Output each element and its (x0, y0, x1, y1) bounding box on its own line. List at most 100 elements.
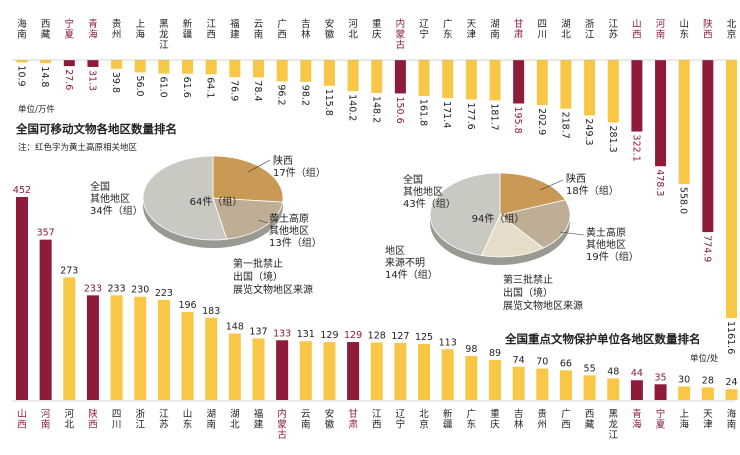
bottom-value-label: 233 (84, 283, 102, 294)
pie2-label-shaanxi: 陕西 (566, 172, 586, 185)
bottom-category-label: 西藏 (585, 409, 595, 431)
top-category-label-char: 龙 (159, 29, 169, 41)
top-category-label-char: 湖 (490, 19, 500, 30)
pie2-label-loess: 其他地区 (586, 238, 626, 251)
pie1-caption: 第一批禁止 (233, 257, 283, 270)
top-bar (16, 60, 28, 63)
top-category-label: 广东 (443, 18, 453, 41)
bottom-value-label: 273 (60, 265, 78, 276)
pie2-leader (559, 231, 585, 236)
bottom-value-label: 183 (202, 306, 220, 317)
top-category-label-char: 黑 (159, 19, 169, 30)
pie1-pie-slice (212, 155, 284, 203)
top-bar (584, 60, 596, 116)
top-bar (253, 60, 264, 78)
bottom-category-label-char: 云 (301, 409, 311, 420)
top-value-label: 478.3 (654, 169, 665, 196)
top-category-label-char: 湖 (561, 19, 571, 30)
top-bar (489, 60, 501, 101)
pie2-label-other: 其他地区 (403, 185, 443, 198)
bottom-value-label: 98 (465, 344, 477, 355)
top-value-label: 218.7 (559, 112, 570, 139)
top-category-label: 湖南 (490, 19, 500, 41)
pie2-pie-slice (499, 199, 571, 249)
bottom-category-label-char: 福 (254, 408, 264, 420)
top-category-label-char: 福 (230, 18, 240, 30)
bottom-category-label-char: 上 (679, 409, 689, 420)
top-category-label-char: 河 (656, 18, 666, 30)
bottom-category-label-char: 林 (514, 419, 524, 431)
top-category-label: 吉林 (301, 19, 311, 41)
bottom-category-label: 湖北 (230, 409, 240, 431)
bottom-value-label: 357 (37, 228, 55, 239)
bottom-value-label: 48 (607, 366, 619, 377)
bottom-bar (418, 343, 431, 400)
top-category-label: 海南 (17, 18, 27, 41)
bottom-category-label-char: 辽 (396, 408, 406, 420)
top-category-label-char: 庆 (372, 29, 382, 41)
pie2-label-loess: 黄土高原 (586, 226, 626, 239)
top-category-label: 青海 (88, 18, 98, 41)
bottom-bar (181, 311, 194, 400)
top-category-label: 山西 (632, 19, 642, 41)
top-value-label: 1161.6 (725, 321, 736, 354)
pie1-label-other: 全国 (90, 180, 110, 193)
bottom-category-label-char: 津 (703, 420, 713, 431)
bottom-value-label: 74 (513, 355, 525, 366)
bottom-value-label: 55 (584, 363, 596, 374)
bottom-category-label-char: 西 (88, 420, 98, 431)
bottom-category-label-char: 南 (727, 419, 737, 431)
top-category-label-char: 四 (538, 19, 548, 30)
top-category-label-char: 津 (467, 30, 477, 41)
top-category-label-char: 藏 (41, 29, 51, 41)
pie1-label-other: 其他地区 (90, 192, 130, 205)
top-category-label-char: 吉 (301, 19, 311, 30)
bottom-value-label: 24 (725, 377, 737, 388)
bottom-category-label-char: 夏 (656, 420, 666, 431)
top-value-label: 115.8 (323, 89, 334, 116)
top-category-label-char: 海 (17, 18, 27, 30)
bottom-bar (394, 342, 407, 400)
top-value-label: 140.2 (347, 94, 358, 121)
bottom-category-label-char: 吉 (514, 409, 524, 420)
pie2-label-other: 43件（组） (403, 197, 456, 210)
bottom-category-label-char: 海 (727, 408, 737, 420)
bottom-bar (465, 355, 478, 400)
bottom-value-label: 127 (391, 331, 409, 342)
top-bar (300, 60, 312, 82)
pie2-leader (539, 179, 564, 191)
bottom-category-label: 湖南 (206, 409, 216, 431)
top-value-label: 249.3 (583, 118, 594, 145)
top-bar (276, 60, 288, 82)
bottom-category-label-char: 广 (561, 408, 571, 420)
bottom-value-label: 131 (297, 329, 315, 340)
bottom-chart-title: 全国重点文物保护单位各地区数量排名 (504, 332, 701, 346)
top-category-label-char: 江 (159, 40, 169, 51)
top-category-label-char: 林 (301, 29, 311, 41)
bottom-category-label-char: 山 (183, 409, 193, 420)
bottom-value-label: 233 (108, 283, 126, 294)
top-value-label: 195.8 (512, 106, 523, 133)
bottom-category-label-char: 龙 (608, 419, 618, 431)
top-bar (63, 60, 75, 67)
bottom-category-label-char: 河 (65, 408, 75, 420)
bottom-bar (39, 239, 52, 400)
bottom-value-label: 230 (131, 285, 149, 296)
top-category-label: 浙江 (585, 18, 595, 41)
bottom-bar (559, 370, 572, 400)
top-bar (607, 60, 619, 123)
top-category-label-char: 川 (538, 30, 548, 41)
top-bar (371, 60, 383, 93)
pie1-label-other: 34件（组） (90, 204, 143, 217)
bottom-value-label: 223 (155, 288, 173, 299)
bottom-category-label: 安徽 (325, 408, 335, 431)
bottom-category-label-char: 江 (608, 430, 618, 441)
top-category-label-char: 苏 (608, 29, 618, 41)
top-value-label: 150.6 (394, 96, 405, 123)
bottom-bar (607, 378, 620, 400)
top-bar (205, 60, 217, 75)
top-category-label-char: 古 (396, 39, 406, 51)
top-category-label-char: 海 (88, 29, 98, 41)
top-category-label-char: 北 (348, 30, 358, 41)
